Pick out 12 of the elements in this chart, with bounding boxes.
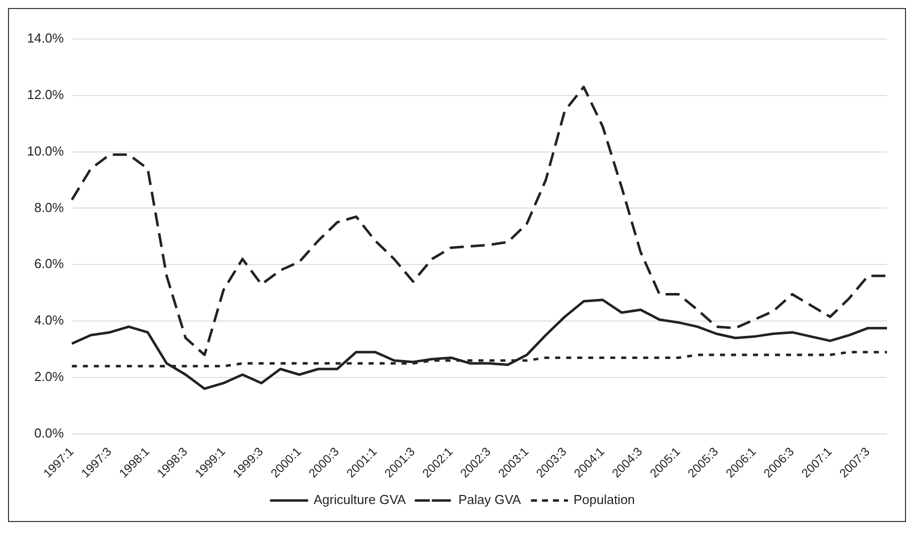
y-tick-label: 6.0% bbox=[34, 256, 64, 272]
y-tick-label: 4.0% bbox=[34, 312, 64, 328]
legend-label: Palay GVA bbox=[458, 492, 522, 508]
line-series bbox=[70, 86, 888, 356]
y-tick-label: 12.0% bbox=[26, 86, 64, 102]
y-tick-label: 2.0% bbox=[34, 369, 64, 384]
legend-label: Population bbox=[573, 492, 635, 508]
legend-label: Agriculture GVA bbox=[314, 492, 406, 508]
y-tick-label: 10.0% bbox=[26, 143, 64, 158]
y-tick-label: 0.0% bbox=[34, 425, 64, 440]
y-tick-label: 14.0% bbox=[26, 30, 64, 46]
y-tick-label: 8.0% bbox=[34, 200, 64, 215]
